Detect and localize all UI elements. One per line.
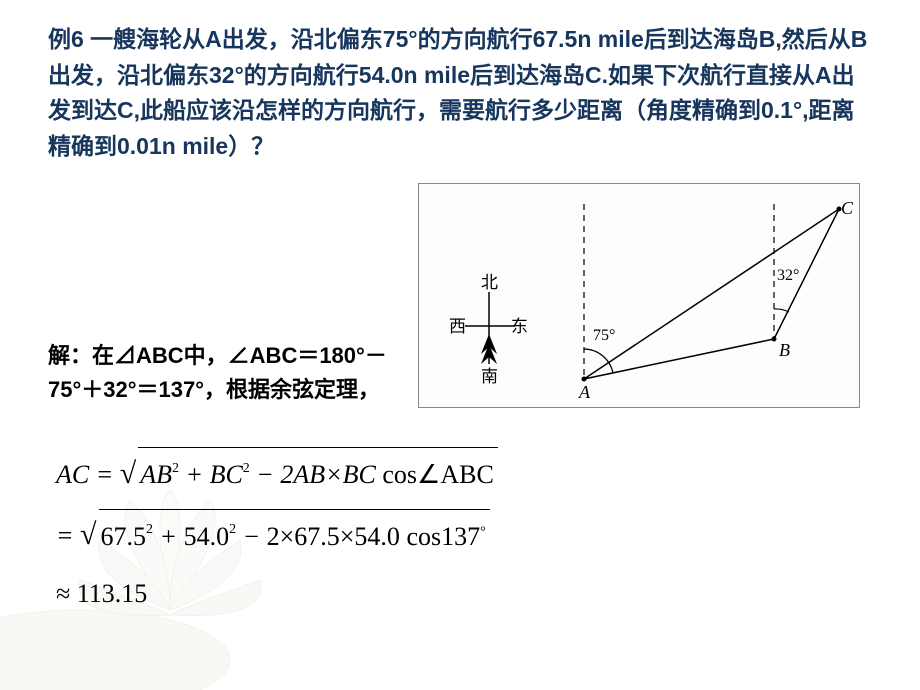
compass-icon: 北 西 东 南 [449, 273, 528, 386]
angle-75-label: 75° [593, 327, 615, 344]
svg-text:北: 北 [481, 273, 498, 292]
angle-32-label: 32° [777, 267, 799, 284]
svg-text:西: 西 [449, 317, 466, 336]
formula-line-3: ≈ 113.15 [56, 567, 872, 620]
formula-line-2: = √ 67.52 + 54.02 − 2×67.5×54.0 cos137° [56, 505, 872, 567]
point-c-label: C [841, 198, 854, 218]
formula-block: AC = √ AB2 + BC2 − 2AB×BC cos∠ABC = √ 67… [48, 444, 872, 620]
svg-text:南: 南 [481, 367, 498, 386]
point-a-label: A [578, 382, 591, 402]
solution-intro: 解：在⊿ABC中，∠ABC＝180°－75°＋32°＝137°，根据余弦定理， [48, 339, 408, 407]
problem-statement: 例6 一艘海轮从A出发，沿北偏东75°的方向航行67.5n mile后到达海岛B… [48, 22, 872, 165]
formula-line-1: AC = √ AB2 + BC2 − 2AB×BC cos∠ABC [56, 444, 872, 506]
geometry-diagram: A B C 75° 32° 北 西 东 南 [418, 183, 860, 408]
point-b-label: B [779, 340, 790, 360]
